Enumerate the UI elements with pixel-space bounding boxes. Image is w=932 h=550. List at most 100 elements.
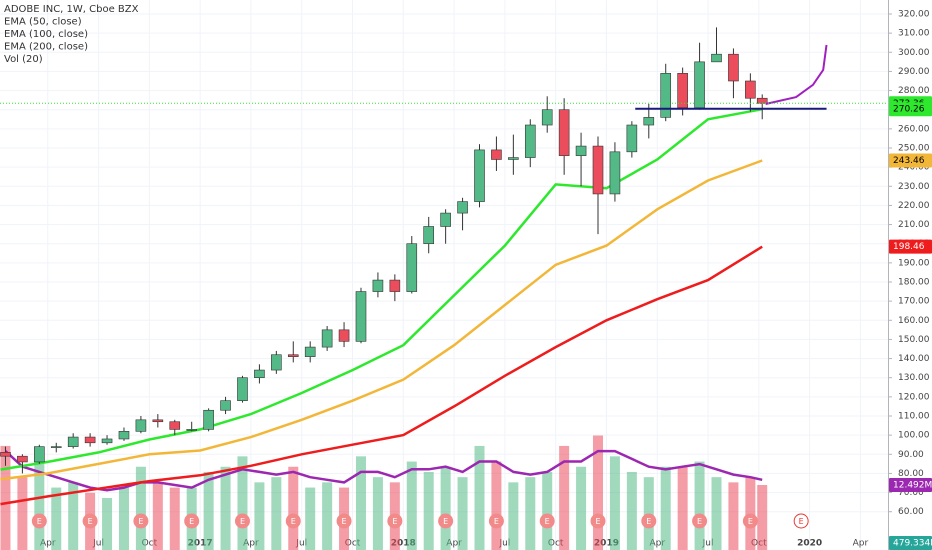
y-tick-label: 290.00 [898, 67, 930, 77]
earnings-label: E [748, 517, 753, 526]
y-tick-label: 140.00 [898, 354, 930, 364]
earnings-label: E [646, 517, 651, 526]
ema-line [0, 159, 763, 481]
legend-entry: EMA (200, close) [4, 42, 88, 53]
earnings-label: E [799, 517, 804, 526]
legend-entry: Vol (20) [4, 54, 43, 65]
candle-body [677, 73, 688, 109]
earnings-marker [336, 513, 352, 529]
volume-bar [660, 466, 671, 550]
volume-bar [51, 487, 62, 550]
volume-bar [508, 482, 519, 550]
volume-bar [34, 461, 45, 550]
volume-bar [372, 477, 383, 550]
candle-body [491, 149, 502, 160]
x-tick-label: Oct [548, 539, 564, 549]
earnings-marker [285, 513, 301, 529]
volume-bar [423, 471, 434, 550]
candle-body [338, 329, 350, 342]
y-tick-label: 100.00 [898, 431, 930, 441]
candle-body [558, 109, 570, 156]
candle-body [152, 419, 164, 423]
volume-bar [609, 456, 620, 550]
candle-body [254, 369, 265, 379]
earnings-label: E [240, 517, 245, 526]
candle-body [508, 157, 519, 160]
earnings-marker [438, 513, 454, 529]
x-tick-label: Apr [40, 539, 56, 549]
volume-bar [102, 497, 113, 550]
volume-bar [559, 445, 570, 550]
x-tick-label: 2020 [797, 539, 822, 549]
y-tick-label: 160.00 [898, 316, 930, 326]
price-badge-label: 198.46 [893, 242, 925, 252]
x-tick-label: Apr [243, 539, 259, 549]
y-tick-label: 60.00 [898, 507, 924, 517]
earnings-marker [31, 513, 47, 529]
candle-body [186, 429, 197, 431]
candle-body [389, 279, 401, 292]
candle-body [643, 117, 655, 126]
x-tick-label: Apr [446, 539, 462, 549]
candle-body [304, 346, 316, 357]
x-tick-label: 2018 [391, 539, 416, 549]
candle-body [626, 124, 638, 153]
y-tick-label: 190.00 [898, 258, 930, 268]
price-badge [889, 477, 932, 492]
candle-body [220, 400, 231, 411]
candle-body [745, 80, 756, 99]
volume-ma [4, 449, 763, 492]
candle-body [321, 329, 333, 348]
volume-bar [728, 482, 739, 550]
candle-body [524, 124, 536, 158]
y-tick-label: 130.00 [898, 373, 930, 383]
grid [0, 0, 888, 550]
earnings-marker [742, 513, 758, 529]
candle-body [17, 455, 28, 463]
price-badge [889, 536, 932, 550]
x-tick-label: Jul [92, 539, 104, 549]
x-tick-label: Jul [702, 539, 714, 549]
price-badge-label: 479.334K [893, 539, 932, 549]
x-tick-label: 2019 [594, 539, 619, 549]
volume-bar [118, 487, 129, 550]
y-tick-label: 310.00 [898, 29, 930, 39]
candle-body [541, 109, 553, 126]
price-badge [889, 102, 932, 117]
x-tick-label: Oct [345, 539, 361, 549]
candle-body [237, 377, 248, 401]
y-tick-label: 80.00 [898, 469, 924, 479]
legend-entry: EMA (100, close) [4, 29, 88, 40]
y-tick-label: 320.00 [898, 9, 930, 19]
y-tick-label: 280.00 [898, 86, 930, 96]
price-badge [889, 239, 932, 254]
price-badge-label: 12.492M [893, 480, 932, 490]
earnings-label: E [443, 517, 448, 526]
candle-body [118, 431, 130, 440]
candle-body [694, 61, 705, 109]
ema-line [0, 245, 763, 506]
candle-body [101, 438, 113, 444]
y-tick-label: 170.00 [898, 297, 930, 307]
price-badge [889, 153, 932, 168]
candle-body [474, 149, 485, 202]
earnings-label: E [138, 517, 143, 526]
legend-entry: EMA (50, close) [4, 17, 82, 28]
earnings-label: E [88, 517, 93, 526]
candle-body [355, 291, 367, 342]
ema-line [0, 107, 763, 471]
legend-entry: ADOBE INC, 1W, Cboe BZX [4, 4, 139, 15]
volume-bar [542, 471, 553, 550]
volume-bar [305, 487, 316, 550]
volume-bar [254, 482, 265, 550]
earnings-marker [234, 513, 250, 529]
earnings-marker [133, 513, 149, 529]
candle-body [728, 53, 739, 82]
y-tick-label: 70.00 [898, 488, 924, 498]
candle-body [0, 452, 11, 457]
earnings-marker [184, 513, 200, 529]
y-tick-label: 210.00 [898, 220, 930, 230]
volume-bar [152, 482, 163, 550]
